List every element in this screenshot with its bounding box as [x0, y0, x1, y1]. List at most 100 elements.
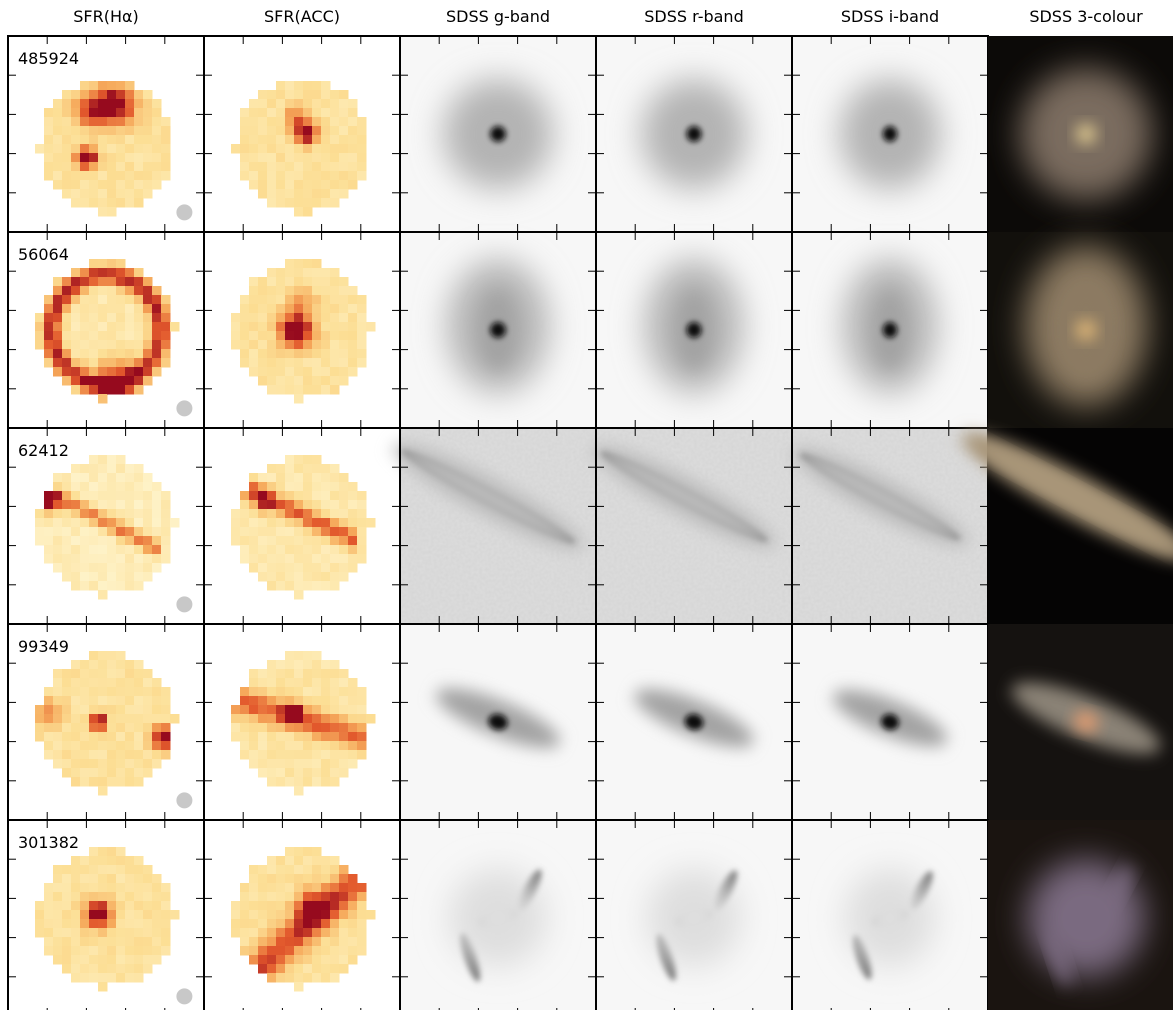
- map-pixel: [276, 144, 286, 154]
- map-pixel: [330, 482, 340, 492]
- map-pixel: [143, 99, 153, 109]
- map-pixel: [276, 358, 286, 368]
- map-pixel: [62, 723, 72, 733]
- map-pixel: [71, 964, 81, 974]
- map-pixel: [240, 910, 250, 920]
- map-pixel: [294, 277, 304, 287]
- panel: [596, 820, 792, 1010]
- map-pixel: [249, 286, 259, 296]
- map-pixel: [62, 554, 72, 564]
- map-pixel: [258, 491, 268, 501]
- map-pixel: [312, 660, 322, 670]
- map-pixel: [330, 536, 340, 546]
- map-pixel: [330, 286, 340, 296]
- map-pixel: [249, 928, 259, 938]
- map-pixel: [107, 144, 117, 154]
- map-pixel: [53, 491, 63, 501]
- map-pixel: [330, 473, 340, 483]
- map-pixel: [53, 482, 63, 492]
- map-pixel: [143, 509, 153, 519]
- map-pixel: [143, 536, 153, 546]
- map-pixel: [116, 286, 126, 296]
- panel: [204, 232, 400, 428]
- map-pixel: [116, 358, 126, 368]
- map-pixel: [267, 777, 277, 787]
- map-pixel: [303, 455, 313, 465]
- map-pixel: [98, 491, 108, 501]
- map-pixel: [44, 696, 54, 706]
- map-pixel: [357, 144, 367, 154]
- map-pixel: [152, 153, 162, 163]
- map-pixel: [80, 99, 90, 109]
- map-pixel: [321, 473, 331, 483]
- map-pixel: [357, 117, 367, 127]
- map-pixel: [339, 509, 349, 519]
- map-pixel: [330, 678, 340, 688]
- map-pixel: [249, 732, 259, 742]
- map-pixel: [71, 286, 81, 296]
- map-pixel: [276, 572, 286, 582]
- map-pixel: [294, 973, 304, 983]
- map-pixel: [249, 892, 259, 902]
- map-pixel: [303, 473, 313, 483]
- map-pixel: [125, 750, 135, 760]
- map-pixel: [294, 108, 304, 118]
- map-pixel: [258, 678, 268, 688]
- map-pixel: [303, 313, 313, 323]
- map-pixel: [348, 349, 358, 359]
- map-pixel: [143, 928, 153, 938]
- map-pixel: [294, 732, 304, 742]
- map-pixel: [249, 554, 259, 564]
- map-pixel: [312, 99, 322, 109]
- map-pixel: [116, 126, 126, 136]
- map-pixel: [98, 117, 108, 127]
- map-pixel: [312, 723, 322, 733]
- map-pixel: [249, 99, 259, 109]
- map-pixel: [116, 750, 126, 760]
- map-pixel: [348, 135, 358, 145]
- map-pixel: [116, 937, 126, 947]
- map-pixel: [62, 518, 72, 528]
- map-pixel: [116, 554, 126, 564]
- map-pixel: [240, 919, 250, 929]
- map-pixel: [107, 937, 117, 947]
- map-pixel: [267, 919, 277, 929]
- map-pixel: [294, 135, 304, 145]
- map-pixel: [53, 705, 63, 715]
- map-pixel: [143, 892, 153, 902]
- map-pixel: [249, 714, 259, 724]
- map-pixel: [276, 464, 286, 474]
- map-pixel: [303, 99, 313, 109]
- map-pixel: [312, 777, 322, 787]
- map-pixel: [285, 705, 295, 715]
- map-pixel: [53, 892, 63, 902]
- map-pixel: [80, 198, 90, 208]
- map-pixel: [62, 189, 72, 199]
- map-pixel: [276, 750, 286, 760]
- map-pixel: [312, 732, 322, 742]
- panel: [204, 624, 400, 820]
- map-pixel: [143, 705, 153, 715]
- column-header: SDSS i-band: [841, 7, 939, 26]
- map-pixel: [89, 714, 99, 724]
- map-pixel: [348, 527, 358, 537]
- map-pixel: [303, 928, 313, 938]
- map-pixel: [143, 367, 153, 377]
- map-pixel: [249, 117, 259, 127]
- map-pixel: [303, 777, 313, 787]
- map-pixel: [80, 874, 90, 884]
- map-pixel: [53, 509, 63, 519]
- map-pixel: [53, 741, 63, 751]
- map-pixel: [303, 367, 313, 377]
- map-pixel: [107, 714, 117, 724]
- map-pixel: [267, 491, 277, 501]
- panel: [204, 428, 400, 624]
- map-pixel: [71, 669, 81, 679]
- map-pixel: [89, 144, 99, 154]
- map-pixel: [294, 180, 304, 190]
- map-pixel: [134, 277, 144, 287]
- map-pixel: [107, 669, 117, 679]
- map-pixel: [161, 723, 171, 733]
- map-pixel: [303, 207, 313, 217]
- map-pixel: [116, 732, 126, 742]
